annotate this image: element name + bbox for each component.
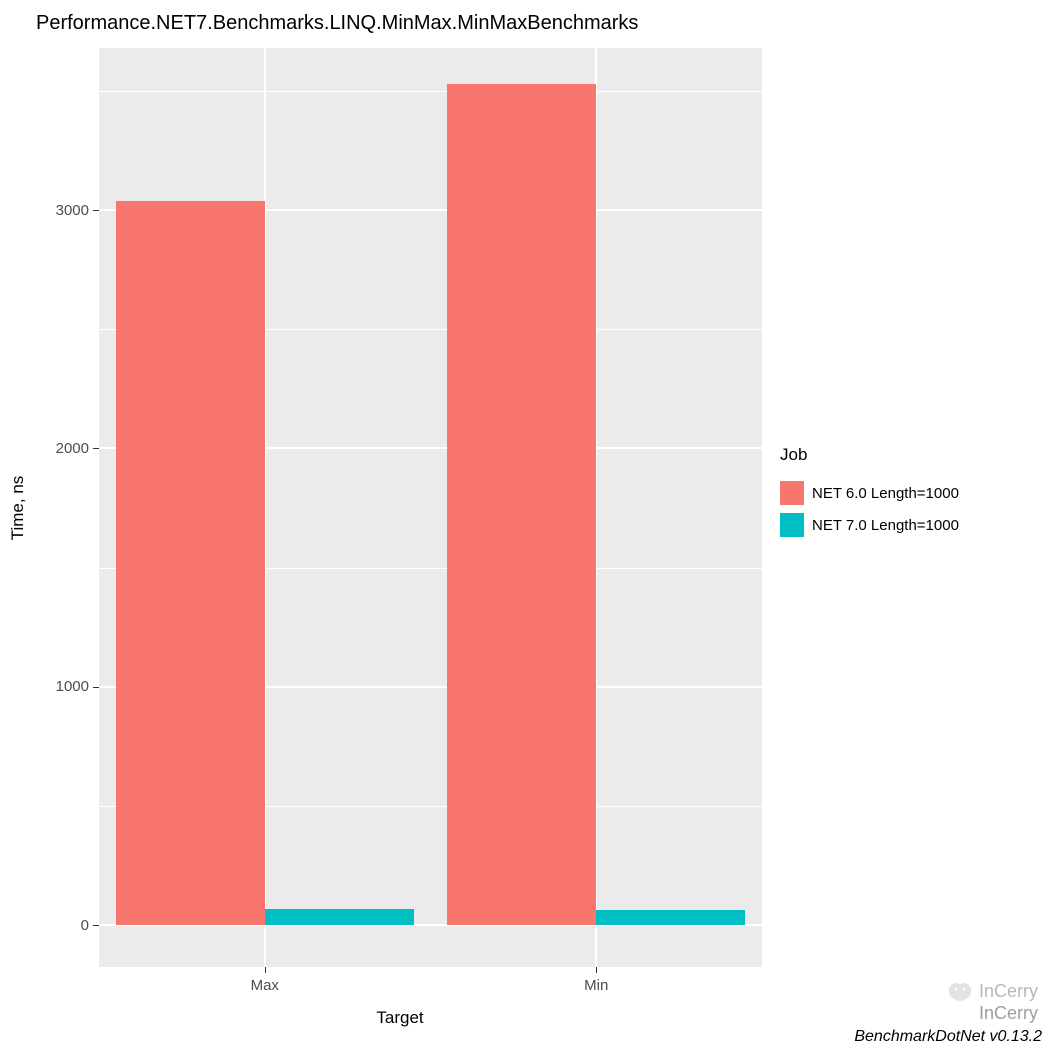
watermark-2: InCerry [979,1003,1038,1024]
y-tick-mark [93,925,99,926]
watermark-1: InCerry [947,980,1038,1002]
y-axis-label: Time, ns [8,476,28,541]
x-axis-label: Target [376,1008,423,1028]
plot-panel [99,48,762,967]
legend-label: NET 6.0 Length=1000 [812,485,959,502]
legend-item: NET 7.0 Length=1000 [780,513,959,537]
bar [265,909,414,926]
x-tick-label: Max [251,977,279,994]
x-tick-label: Min [584,977,608,994]
legend-swatch [780,481,804,505]
chart-title: Performance.NET7.Benchmarks.LINQ.MinMax.… [36,12,638,35]
y-tick-label: 2000 [56,440,89,457]
y-tick-mark [93,448,99,449]
bar [447,84,596,926]
legend-item: NET 6.0 Length=1000 [780,481,959,505]
gridline-minor-y [99,91,762,92]
x-tick-mark [265,967,266,973]
watermark-text-2: InCerry [979,1003,1038,1024]
y-tick-label: 3000 [56,202,89,219]
y-tick-mark [93,687,99,688]
y-tick-label: 0 [81,917,89,934]
legend-swatch [780,513,804,537]
chart-caption: BenchmarkDotNet v0.13.2 [854,1028,1042,1046]
legend-title: Job [780,445,959,465]
y-tick-mark [93,210,99,211]
bar [116,201,265,926]
watermark-text-1: InCerry [979,981,1038,1002]
x-tick-mark [596,967,597,973]
legend-label: NET 7.0 Length=1000 [812,517,959,534]
bar [596,910,745,925]
y-tick-label: 1000 [56,678,89,695]
legend: Job NET 6.0 Length=1000 NET 7.0 Length=10… [780,445,959,545]
